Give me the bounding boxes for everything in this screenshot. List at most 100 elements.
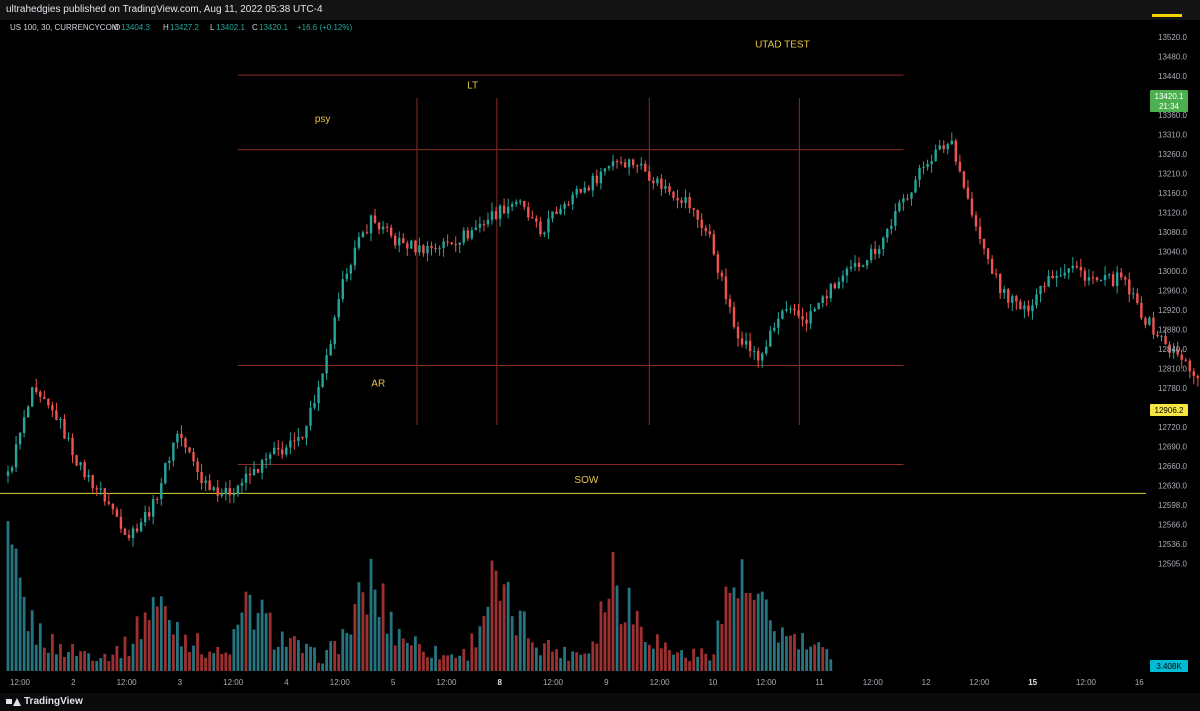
price-chart[interactable]: US 100, 30, CURRENCYCOM O 13404.3 H 1342…: [0, 0, 1200, 693]
candle-body: [962, 171, 966, 188]
volume-bar: [607, 598, 611, 671]
candle-body: [555, 211, 558, 214]
candle-body: [293, 440, 296, 442]
candle-body: [297, 436, 300, 441]
volume-bar: [696, 656, 700, 671]
volume-bar: [422, 651, 425, 671]
legend-o-label: O: [114, 23, 120, 32]
candle-body: [369, 215, 373, 234]
volume-bar: [716, 620, 720, 671]
candle-body: [1180, 354, 1183, 360]
volume-bar: [276, 646, 280, 671]
candle-body: [688, 197, 691, 209]
volume-bar: [567, 660, 571, 671]
volume-bar: [123, 636, 127, 671]
candle-body: [1128, 279, 1131, 295]
candle-body: [1136, 293, 1139, 303]
candle-body: [740, 338, 744, 345]
volume-bar: [10, 544, 14, 671]
volume-bar: [684, 657, 687, 671]
volume-bar: [337, 654, 341, 671]
volume-bar: [103, 653, 107, 671]
candle-body: [79, 462, 82, 466]
time-tick-label: 9: [604, 678, 609, 687]
candle-body: [180, 433, 183, 439]
candle-body: [861, 265, 865, 267]
volume-bar: [591, 641, 595, 671]
candle-body: [636, 165, 639, 167]
candle-body: [67, 437, 70, 439]
candle-body: [103, 488, 106, 502]
candle-body: [664, 186, 667, 189]
volume-bar: [510, 616, 514, 671]
tradingview-logo[interactable]: TradingView: [6, 696, 83, 707]
candle-body: [22, 417, 26, 433]
volume-bar: [357, 582, 361, 671]
time-tick-label: 12:00: [543, 678, 564, 687]
volume-bar: [817, 642, 821, 671]
candle-body: [406, 243, 409, 249]
volume-bar: [506, 581, 510, 671]
volume-bar: [676, 652, 679, 671]
candle-body: [752, 350, 756, 352]
candle-body: [394, 235, 397, 246]
header-accent: [1152, 14, 1182, 17]
candle-body: [910, 192, 913, 199]
volume-bar: [83, 651, 87, 671]
volume-bar: [216, 646, 220, 671]
legend-h-value: 13427.2: [170, 23, 199, 32]
volume-bar: [664, 642, 667, 671]
candle-body: [1111, 274, 1115, 286]
candle-body: [801, 316, 804, 320]
volume-bar: [603, 612, 607, 671]
candle-body: [466, 230, 469, 239]
candle-body: [946, 144, 949, 150]
time-tick-label: 12:00: [756, 678, 777, 687]
candle-body: [357, 237, 361, 248]
price-tick-label: 13310.0: [1158, 131, 1187, 140]
volume-bar: [478, 626, 482, 671]
candle-body: [942, 145, 945, 150]
volume-bar: [611, 551, 615, 671]
price-tick-label: 12920.0: [1158, 306, 1187, 315]
volume-bar: [115, 645, 119, 671]
volume-bar: [744, 592, 748, 671]
candle-body: [1083, 270, 1087, 281]
candle-body: [1144, 318, 1147, 325]
volume-bar: [474, 647, 478, 671]
volume-bar: [67, 651, 70, 671]
volume-bar: [563, 646, 566, 671]
marker-price-tag: [1150, 404, 1188, 416]
volume-bar: [143, 612, 147, 671]
candle-body: [970, 198, 974, 216]
candle-body: [123, 528, 127, 535]
price-tick-label: 12566.0: [1158, 521, 1187, 530]
candle-body: [986, 248, 990, 259]
time-tick-label: 12:00: [436, 678, 457, 687]
time-axis[interactable]: 12:00 2 12:00 3 12:00 4 12:00 5 12:00 8 12:00 9 12:0…: [10, 678, 1144, 687]
candle-body: [773, 327, 776, 331]
volume-bar: [75, 656, 78, 671]
candle-body: [1140, 302, 1143, 319]
candle-body: [769, 330, 772, 347]
volume-bar: [809, 646, 813, 671]
volume-bar: [756, 593, 760, 671]
volume-bar: [139, 639, 143, 671]
candle-body: [708, 231, 711, 235]
price-tick-label: 12810.0: [1158, 365, 1187, 374]
candle-body: [264, 458, 268, 461]
volume-bar: [668, 650, 671, 671]
candle-body: [438, 247, 441, 249]
volume-bar: [361, 592, 365, 671]
volume-bar: [655, 634, 659, 671]
price-axis[interactable]: 13520.013480.013440.013400.013360.013310…: [1158, 33, 1187, 569]
candle-body: [482, 224, 486, 226]
volume-bar: [526, 638, 530, 671]
volume-bar: [147, 620, 151, 671]
publish-line: ultrahedgies published on TradingView.co…: [6, 4, 323, 15]
price-tick-label: 13080.0: [1158, 228, 1187, 237]
candle-body: [18, 432, 22, 445]
candle-body: [898, 202, 901, 212]
candle-body: [966, 187, 970, 199]
time-tick-label: 12:00: [863, 678, 884, 687]
